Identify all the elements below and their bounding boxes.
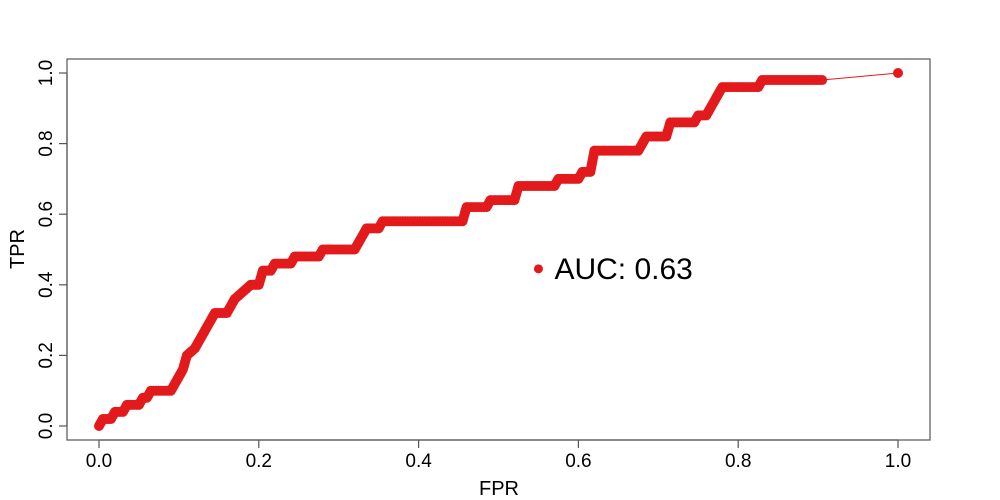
x-tick-label: 0.4 [405, 451, 432, 472]
y-tick-label: 0.2 [36, 342, 57, 368]
y-axis: 0.0 0.2 0.4 0.6 0.8 1.0 [36, 60, 68, 439]
x-tick-label: 1.0 [885, 451, 911, 472]
y-tick-label: 0.4 [36, 271, 57, 298]
y-axis-title: TPR [7, 229, 29, 269]
roc-point [817, 75, 828, 86]
x-tick-label: 0.8 [725, 451, 751, 472]
roc-point [893, 68, 903, 78]
x-axis: 0.0 0.2 0.4 0.6 0.8 1.0 [86, 439, 911, 472]
x-tick-label: 0.0 [86, 451, 112, 472]
y-tick-label: 1.0 [36, 60, 57, 86]
roc-curve [94, 68, 903, 431]
y-tick-label: 0.6 [36, 201, 57, 227]
y-tick-label: 0.0 [36, 413, 57, 439]
x-tick-label: 0.2 [246, 451, 272, 472]
y-tick-label: 0.8 [36, 130, 57, 156]
roc-line [98, 72, 899, 427]
x-axis-title: FPR [479, 478, 519, 500]
auc-marker [533, 264, 543, 274]
auc-annotation: AUC: 0.63 [533, 253, 693, 286]
x-tick-label: 0.6 [565, 451, 591, 472]
auc-label: AUC: 0.63 [554, 253, 692, 286]
plot-frame [66, 58, 931, 441]
